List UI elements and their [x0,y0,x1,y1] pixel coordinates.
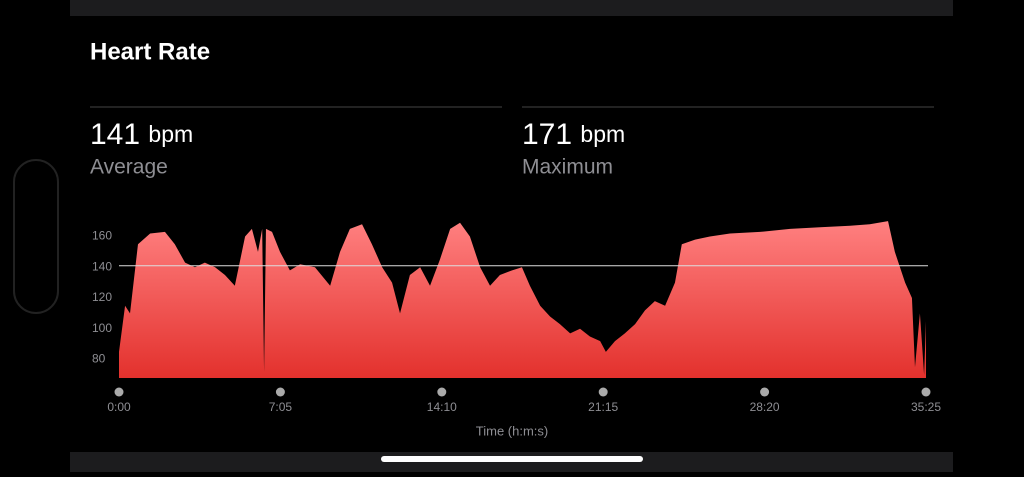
x-tick-dot [437,387,447,397]
x-tick-dot [921,387,931,397]
y-tick-label: 100 [92,321,112,335]
stat-unit: bpm [148,121,193,147]
x-tick-dot [275,387,285,397]
title: Heart Rate [90,38,210,65]
x-tick-label: 14:10 [427,400,457,414]
y-tick-label: 140 [92,259,112,273]
stat-value: 171 [522,118,572,151]
stat: 141 bpm [90,118,193,151]
home-indicator [381,456,643,462]
y-tick-label: 120 [92,290,112,304]
x-tick-dot [760,387,770,397]
stat-unit: bpm [580,121,625,147]
stat-value: 141 [90,118,140,151]
x-tick-dot [598,387,608,397]
y-tick-label: 160 [92,229,112,243]
y-tick-label: 80 [92,352,106,366]
x-axis-label: Time (h:m:s) [476,423,548,438]
x-tick-label: 21:15 [588,400,618,414]
x-tick-label: 0:00 [107,400,131,414]
x-tick-label: 28:20 [750,400,780,414]
top-card [70,0,953,16]
stat: 171 bpm [522,118,625,151]
x-tick-label: 35:25 [911,400,941,414]
heart-rate-area [119,221,926,378]
x-tick-label: 7:05 [269,400,293,414]
side-pill [13,159,59,314]
stat-label: Maximum [522,156,613,179]
stat-label: Average [90,156,168,179]
x-tick-dot [114,387,124,397]
